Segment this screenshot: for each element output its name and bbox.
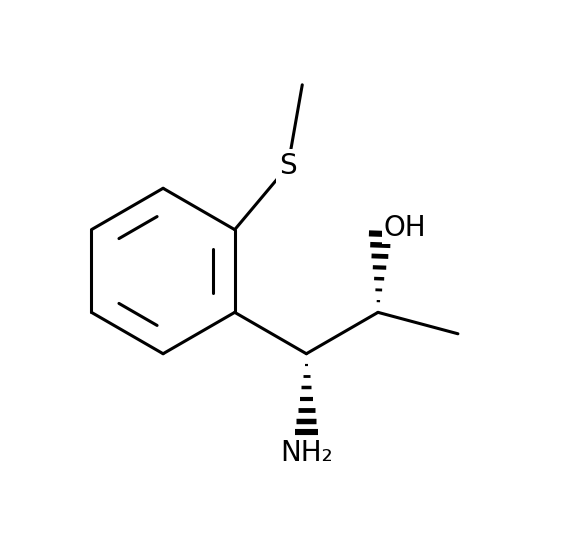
Text: OH: OH: [383, 215, 426, 242]
Text: S: S: [279, 152, 297, 180]
Text: NH₂: NH₂: [280, 438, 333, 467]
